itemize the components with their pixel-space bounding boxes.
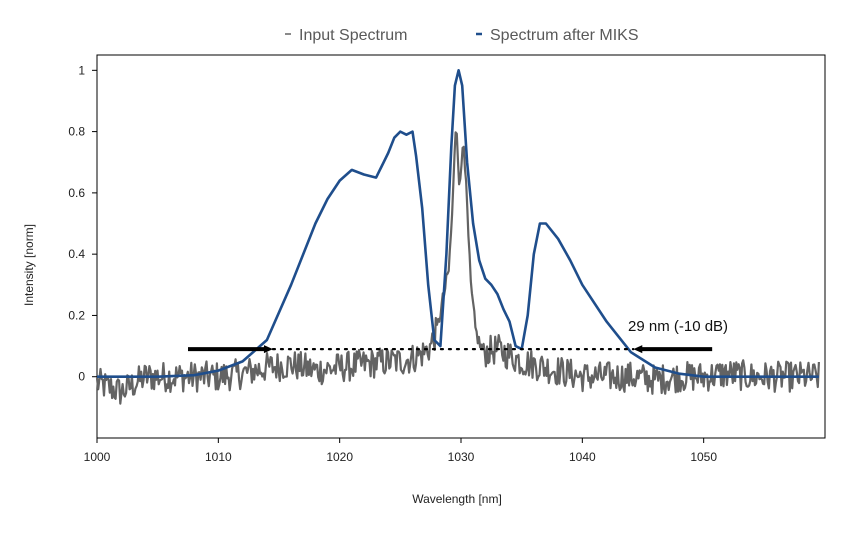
legend-label-input-spectrum: Input Spectrum xyxy=(299,27,408,44)
x-tick-label-1030: 1030 xyxy=(448,450,475,464)
x-tick-label-1050: 1050 xyxy=(690,450,717,464)
legend-label-spectrum-after-miks: Spectrum after MIKS xyxy=(490,27,639,44)
y-tick-label-0.2: 0.2 xyxy=(68,308,85,322)
y-tick-label-1: 1 xyxy=(78,63,85,77)
x-axis: 1000 1010 1020 1030 1040 1050 xyxy=(84,438,717,464)
y-tick-label-0.4: 0.4 xyxy=(68,247,85,261)
series-input-spectrum-line xyxy=(95,131,820,405)
plot-frame xyxy=(96,54,826,439)
x-tick-label-1040: 1040 xyxy=(569,450,596,464)
series-layer xyxy=(95,69,820,405)
y-axis: 0 0.2 0.4 0.6 0.8 1 xyxy=(68,63,97,384)
right-arrow-head xyxy=(633,345,643,354)
series-spectrum-after-miks-line xyxy=(97,69,819,379)
left-arrow-head xyxy=(263,345,273,354)
x-tick-label-1000: 1000 xyxy=(84,450,111,464)
y-tick-label-0: 0 xyxy=(78,370,85,384)
y-tick-label-0.6: 0.6 xyxy=(68,186,85,200)
y-tick-label-0.8: 0.8 xyxy=(68,125,85,139)
x-tick-label-1020: 1020 xyxy=(326,450,353,464)
legend: Input Spectrum Spectrum after MIKS xyxy=(285,27,639,44)
y-axis-title: Intensity [norm] xyxy=(22,224,36,306)
bandwidth-annotation xyxy=(188,345,713,354)
bandwidth-label: 29 nm (-10 dB) xyxy=(628,318,728,335)
x-axis-title: Wavelength [nm] xyxy=(412,492,502,506)
x-tick-label-1010: 1010 xyxy=(205,450,232,464)
